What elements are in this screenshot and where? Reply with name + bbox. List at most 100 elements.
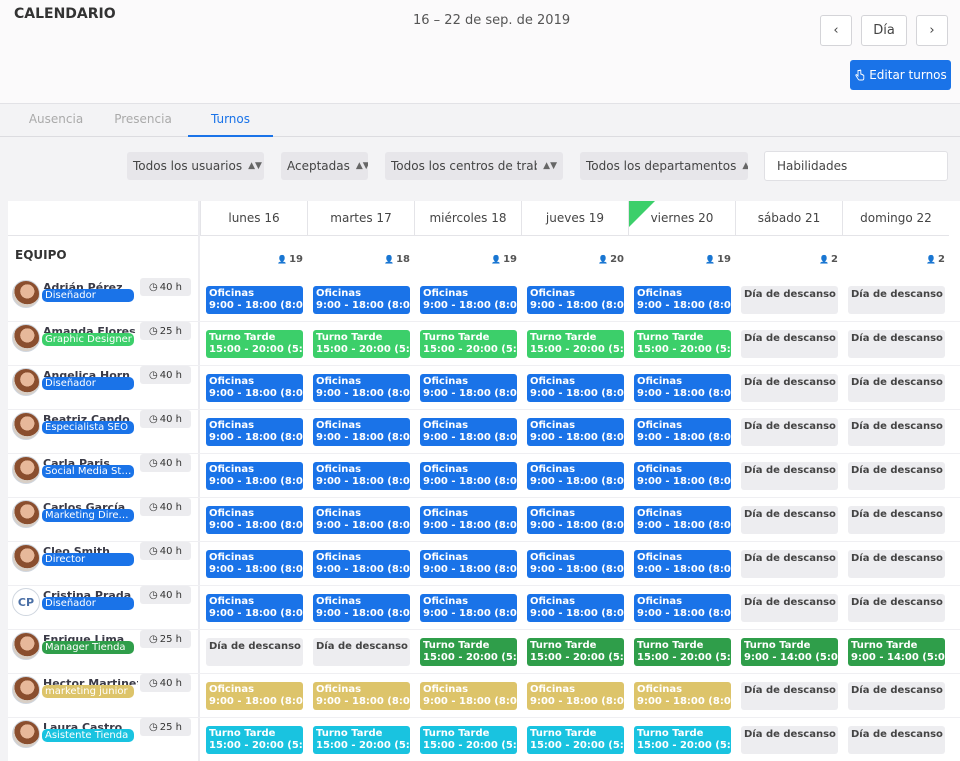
departments-filter-select[interactable]: Todos los departamentos ▲▼ xyxy=(580,152,748,180)
day-header[interactable]: martes 17 xyxy=(307,201,414,236)
centers-filter-select[interactable]: Todos los centros de trabajo ▲▼ xyxy=(385,152,563,180)
avatar[interactable] xyxy=(12,544,40,572)
employee-row-header[interactable]: Enrique Lima Manager Tienda ◷ 25 h xyxy=(8,630,198,674)
employee-name[interactable]: Laura Castro xyxy=(43,721,123,729)
day-header[interactable]: jueves 19 xyxy=(521,201,628,236)
day-off-cell[interactable]: Día de descanso xyxy=(741,550,838,578)
day-off-cell[interactable]: Día de descanso xyxy=(848,682,945,710)
previous-week-button[interactable]: ‹ xyxy=(820,15,852,46)
employee-row-header[interactable]: Angelica Horn Diseñador ◷ 40 h xyxy=(8,366,198,410)
avatar[interactable] xyxy=(12,324,40,352)
tab-ausencia[interactable]: Ausencia xyxy=(28,112,84,126)
day-header[interactable]: lunes 16 xyxy=(200,201,307,236)
employee-row-header[interactable]: Beatriz Cando Especialista SEO ◷ 40 h xyxy=(8,410,198,454)
avatar[interactable] xyxy=(12,368,40,396)
employee-name[interactable]: Carlos García xyxy=(43,501,126,509)
day-off-cell[interactable]: Día de descanso xyxy=(741,374,838,402)
tab-presencia[interactable]: Presencia xyxy=(114,112,172,126)
avatar[interactable] xyxy=(12,412,40,440)
day-off-cell[interactable]: Día de descanso xyxy=(848,418,945,446)
employee-name[interactable]: Amanda Flores xyxy=(43,325,136,333)
day-off-cell[interactable]: Día de descanso xyxy=(741,682,838,710)
day-off-cell[interactable]: Día de descanso xyxy=(848,286,945,314)
employee-name[interactable]: Cleo Smith xyxy=(43,545,110,553)
employee-row-header[interactable]: Hector Martinez marketing junior ◷ 40 h xyxy=(8,674,198,718)
day-off-cell[interactable]: Día de descanso xyxy=(848,330,945,358)
day-off-cell[interactable]: Día de descanso xyxy=(848,506,945,534)
next-week-button[interactable]: › xyxy=(916,15,948,46)
avatar[interactable] xyxy=(12,500,40,528)
employee-row-header[interactable]: Carlos García Marketing Director ◷ 40 h xyxy=(8,498,198,542)
employee-name[interactable]: Adrián Pérez xyxy=(43,281,123,289)
status-filter-select[interactable]: Aceptadas ▲▼ xyxy=(281,152,368,180)
tab-turnos[interactable]: Turnos xyxy=(188,105,273,137)
day-off-cell[interactable]: Día de descanso xyxy=(741,462,838,490)
day-off-cell[interactable]: Día de descanso xyxy=(848,462,945,490)
day-off-cell[interactable]: Día de descanso xyxy=(848,374,945,402)
day-header[interactable]: miércoles 18 xyxy=(414,201,521,236)
employee-row-header[interactable]: CP Cristina Prada Diseñador ◷ 40 h xyxy=(8,586,198,630)
employee-name[interactable]: Cristina Prada xyxy=(43,589,132,597)
avatar[interactable] xyxy=(12,676,40,704)
day-header[interactable]: domingo 22 xyxy=(842,201,949,236)
day-off-cell[interactable]: Día de descanso xyxy=(741,594,838,622)
avatar[interactable] xyxy=(12,280,40,308)
day-off-cell[interactable]: Día de descanso xyxy=(741,726,838,754)
day-off-cell[interactable]: Día de descanso xyxy=(206,638,303,666)
avatar[interactable]: CP xyxy=(12,588,40,616)
edit-shifts-button[interactable]: Editar turnos xyxy=(850,60,951,90)
day-header[interactable]: sábado 21 xyxy=(735,201,842,236)
day-view-button[interactable]: Día xyxy=(861,15,907,46)
day-off-cell[interactable]: Día de descanso xyxy=(741,418,838,446)
employee-name[interactable]: Carla Paris xyxy=(43,457,110,465)
employee-name[interactable]: Angelica Horn xyxy=(43,369,131,377)
employee-name[interactable]: Enrique Lima xyxy=(43,633,125,641)
day-off-cell[interactable]: Día de descanso xyxy=(741,330,838,358)
